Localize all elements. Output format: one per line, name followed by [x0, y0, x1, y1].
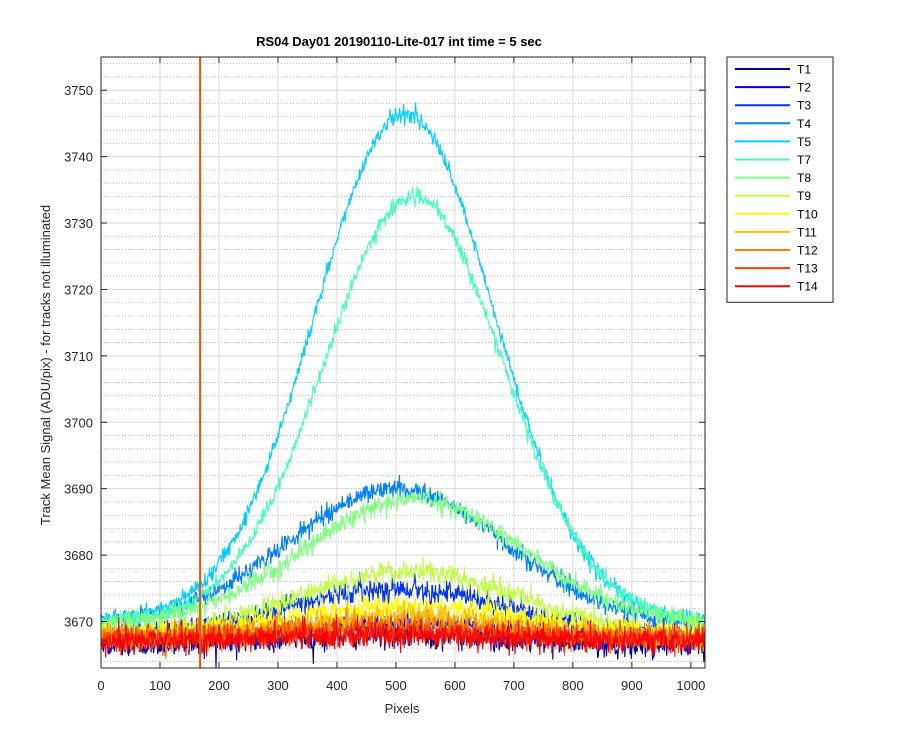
- x-tick-label: 200: [208, 678, 230, 693]
- legend-label-t7: T7: [797, 153, 811, 167]
- y-tick-label: 3670: [64, 615, 93, 630]
- legend-label-t5: T5: [797, 135, 811, 149]
- y-tick-label: 3700: [64, 415, 93, 430]
- legend-label-t13: T13: [797, 262, 818, 276]
- legend-label-t11: T11: [797, 225, 817, 239]
- y-tick-label: 3690: [64, 482, 93, 497]
- x-tick-label: 1000: [676, 678, 705, 693]
- x-tick-label: 600: [444, 678, 466, 693]
- series-line-t13: [101, 615, 705, 657]
- series-line-t8: [101, 489, 705, 636]
- x-tick-label: 500: [385, 678, 407, 693]
- series-line-t5: [101, 102, 705, 629]
- series-line-t14: [101, 614, 705, 658]
- legend-label-t9: T9: [797, 189, 811, 203]
- legend-label-t10: T10: [797, 207, 818, 221]
- x-tick-label: 300: [267, 678, 289, 693]
- legend-label-t3: T3: [797, 99, 811, 113]
- x-tick-label: 900: [621, 678, 643, 693]
- legend-label-t14: T14: [797, 280, 818, 294]
- grid: [100, 57, 705, 668]
- y-tick-label: 3750: [64, 83, 93, 98]
- y-tick-label: 3710: [64, 349, 93, 364]
- x-tick-label: 800: [562, 678, 584, 693]
- legend-label-t4: T4: [797, 117, 811, 131]
- y-tick-label: 3720: [64, 282, 93, 297]
- legend-label-t1: T1: [797, 63, 811, 77]
- x-tick-label: 400: [326, 678, 348, 693]
- chart-title: RS04 Day01 20190110-Lite-017 int time = …: [256, 34, 542, 49]
- series-line-t7: [101, 186, 705, 629]
- series-line-t12: [101, 607, 705, 660]
- legend-label-t8: T8: [797, 171, 811, 185]
- series-lines: [101, 102, 705, 668]
- x-tick-label: 100: [149, 678, 171, 693]
- legend-label-t2: T2: [797, 81, 811, 95]
- y-axis-label: Track Mean Signal (ADU/pix) - for tracks…: [38, 205, 53, 525]
- legend-label-t12: T12: [797, 244, 818, 258]
- x-tick-label: 0: [97, 678, 104, 693]
- y-tick-label: 3680: [64, 548, 93, 563]
- legend-box: [726, 56, 834, 303]
- x-axis-label: Pixels: [385, 701, 420, 716]
- y-tick-label: 3740: [64, 150, 93, 165]
- legend: T1 T2 T3 T4 T5 T7 T8 T9 T10 T11 T12 T13 T14: [726, 56, 834, 303]
- axes: 0 100 200 300 400 500 600 700 800 900 1000 3670 3680…: [64, 57, 705, 693]
- y-tick-label: 3730: [64, 216, 93, 231]
- plot-area-frame: [100, 56, 706, 669]
- x-tick-label: 700: [503, 678, 525, 693]
